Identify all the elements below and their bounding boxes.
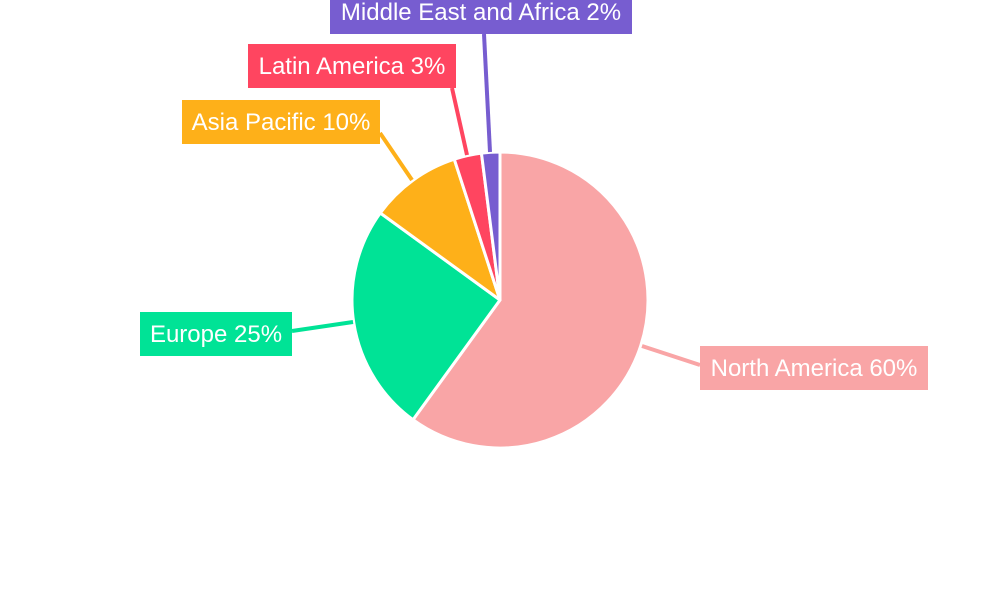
data-label: Europe 25% — [150, 321, 282, 348]
data-label-box — [330, 0, 632, 34]
data-label-box — [182, 100, 380, 144]
leader-line — [482, 33, 492, 153]
pie-slice-asia-pacific[interactable] — [378, 157, 502, 302]
pie-labels: North America 60% Europe 25% Asia Pacific … — [140, 0, 928, 390]
leader-line — [378, 131, 414, 182]
pie-slice-middle-east-and-africa[interactable] — [479, 150, 502, 302]
data-label: Middle East and Africa 2% — [341, 0, 621, 26]
data-label-box — [248, 44, 456, 88]
leader-line — [291, 320, 354, 333]
data-label: North America 60% — [711, 355, 918, 382]
data-label-box — [700, 346, 928, 390]
pie-slices — [350, 150, 650, 450]
pie-slice-north-america[interactable] — [411, 150, 650, 450]
data-label: Latin America 3% — [259, 53, 446, 80]
pie-slice-europe[interactable] — [350, 211, 502, 422]
data-label: Asia Pacific 10% — [192, 109, 371, 136]
leader-line — [641, 344, 701, 367]
data-label-box — [140, 312, 292, 356]
leader-line — [450, 87, 469, 156]
